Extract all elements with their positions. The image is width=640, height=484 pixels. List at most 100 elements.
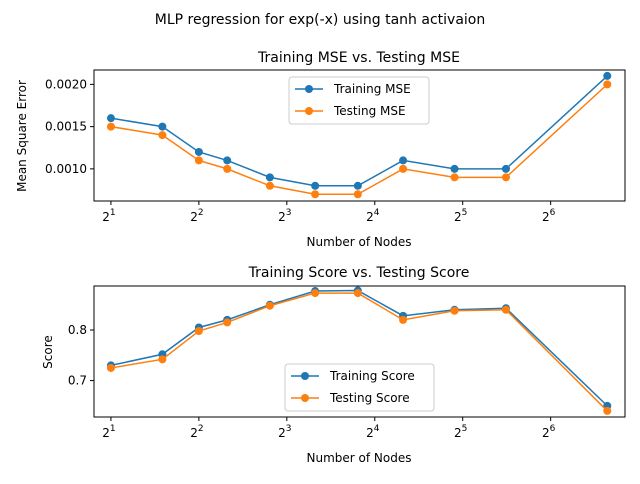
x-tick-exponent: 2: [198, 424, 204, 434]
x-tick-base: 2: [102, 426, 110, 440]
legend-box: [284, 363, 435, 412]
data-point: [450, 173, 459, 182]
x-axis-label: Number of Nodes: [307, 451, 412, 465]
chart-score: Training Score vs. Testing Score Number …: [41, 265, 626, 465]
legend-swatch-marker: [301, 372, 309, 380]
legend-swatch-marker: [305, 85, 313, 93]
y-tick-label: 0.0010: [45, 162, 87, 176]
data-point: [106, 363, 115, 372]
chart-title: Training Score vs. Testing Score: [248, 265, 470, 281]
x-tick-base: 2: [278, 426, 286, 440]
x-tick-base: 2: [190, 210, 198, 224]
data-point: [311, 190, 320, 199]
data-point: [194, 327, 203, 336]
data-point: [158, 355, 167, 364]
data-point: [106, 114, 115, 123]
x-tick-base: 2: [454, 210, 462, 224]
x-tick-label: 21: [102, 424, 115, 440]
data-point: [106, 122, 115, 131]
y-tick-label: 0.8: [68, 323, 87, 337]
axes-frame: [93, 285, 626, 418]
y-tick-label: 0.0020: [45, 77, 87, 91]
x-tick-base: 2: [454, 426, 462, 440]
x-tick-base: 2: [542, 210, 550, 224]
x-tick-label: 25: [454, 424, 467, 440]
x-tick-exponent: 1: [110, 208, 116, 218]
x-tick-exponent: 4: [374, 424, 380, 434]
y-axis-label: Mean Square Error: [15, 80, 29, 192]
data-point: [603, 406, 612, 415]
data-point: [353, 181, 362, 190]
legend-label: Training MSE: [333, 82, 411, 96]
x-tick-exponent: 3: [286, 208, 292, 218]
legend-box: [288, 76, 430, 125]
data-point: [311, 289, 320, 298]
x-tick-exponent: 4: [374, 208, 380, 218]
legend: Training Score Testing Score: [284, 363, 435, 412]
x-tick-label: 22: [190, 208, 203, 224]
data-point: [399, 315, 408, 324]
plot-area: 21 22 23 24 25 260.70.8: [68, 285, 626, 440]
data-point: [501, 173, 510, 182]
x-tick-label: 23: [278, 208, 291, 224]
x-tick-base: 2: [278, 210, 286, 224]
legend-label: Training Score: [329, 369, 415, 383]
legend: Training MSE Testing MSE: [288, 76, 430, 125]
y-axis-label: Score: [41, 335, 55, 369]
x-tick-label: 22: [190, 424, 203, 440]
x-axis-label: Number of Nodes: [307, 235, 412, 249]
x-tick-exponent: 2: [198, 208, 204, 218]
data-point: [399, 156, 408, 165]
x-tick-base: 2: [366, 426, 374, 440]
data-point: [158, 122, 167, 131]
data-point: [399, 164, 408, 173]
y-tick-label: 0.7: [68, 374, 87, 388]
x-tick-label: 24: [366, 424, 380, 440]
data-point: [265, 173, 274, 182]
data-point: [223, 318, 232, 327]
legend-swatch-marker: [301, 394, 309, 402]
data-point: [265, 301, 274, 310]
data-point: [265, 181, 274, 190]
x-tick-exponent: 5: [462, 208, 468, 218]
x-tick-base: 2: [542, 426, 550, 440]
data-point: [501, 164, 510, 173]
chart-mse: Training MSE vs. Testing MSE Number of N…: [15, 50, 626, 249]
x-tick-exponent: 5: [462, 424, 468, 434]
data-point: [603, 80, 612, 89]
data-point: [223, 156, 232, 165]
x-tick-label: 26: [542, 424, 556, 440]
x-tick-base: 2: [102, 210, 110, 224]
x-tick-base: 2: [190, 426, 198, 440]
data-point: [194, 147, 203, 156]
data-point: [158, 131, 167, 140]
data-point: [450, 306, 459, 315]
data-point: [450, 164, 459, 173]
y-tick-label: 0.0015: [45, 120, 87, 134]
figure-suptitle: MLP regression for exp(-x) using tanh ac…: [155, 12, 485, 28]
data-point: [353, 190, 362, 199]
x-tick-label: 23: [278, 424, 291, 440]
data-point: [223, 164, 232, 173]
x-tick-exponent: 6: [550, 424, 556, 434]
data-point: [353, 289, 362, 298]
x-tick-exponent: 6: [550, 208, 556, 218]
legend-swatch-marker: [305, 107, 313, 115]
x-tick-label: 26: [542, 208, 556, 224]
x-tick-exponent: 1: [110, 424, 116, 434]
data-point: [501, 305, 510, 314]
data-point: [603, 71, 612, 80]
chart-title: Training MSE vs. Testing MSE: [257, 50, 460, 66]
data-point: [194, 156, 203, 165]
x-tick-label: 21: [102, 208, 115, 224]
data-point: [311, 181, 320, 190]
x-tick-label: 25: [454, 208, 467, 224]
legend-label: Testing Score: [329, 391, 410, 405]
x-tick-base: 2: [366, 210, 374, 224]
axes-frame: [93, 69, 626, 202]
x-tick-label: 24: [366, 208, 380, 224]
legend-label: Testing MSE: [333, 104, 406, 118]
